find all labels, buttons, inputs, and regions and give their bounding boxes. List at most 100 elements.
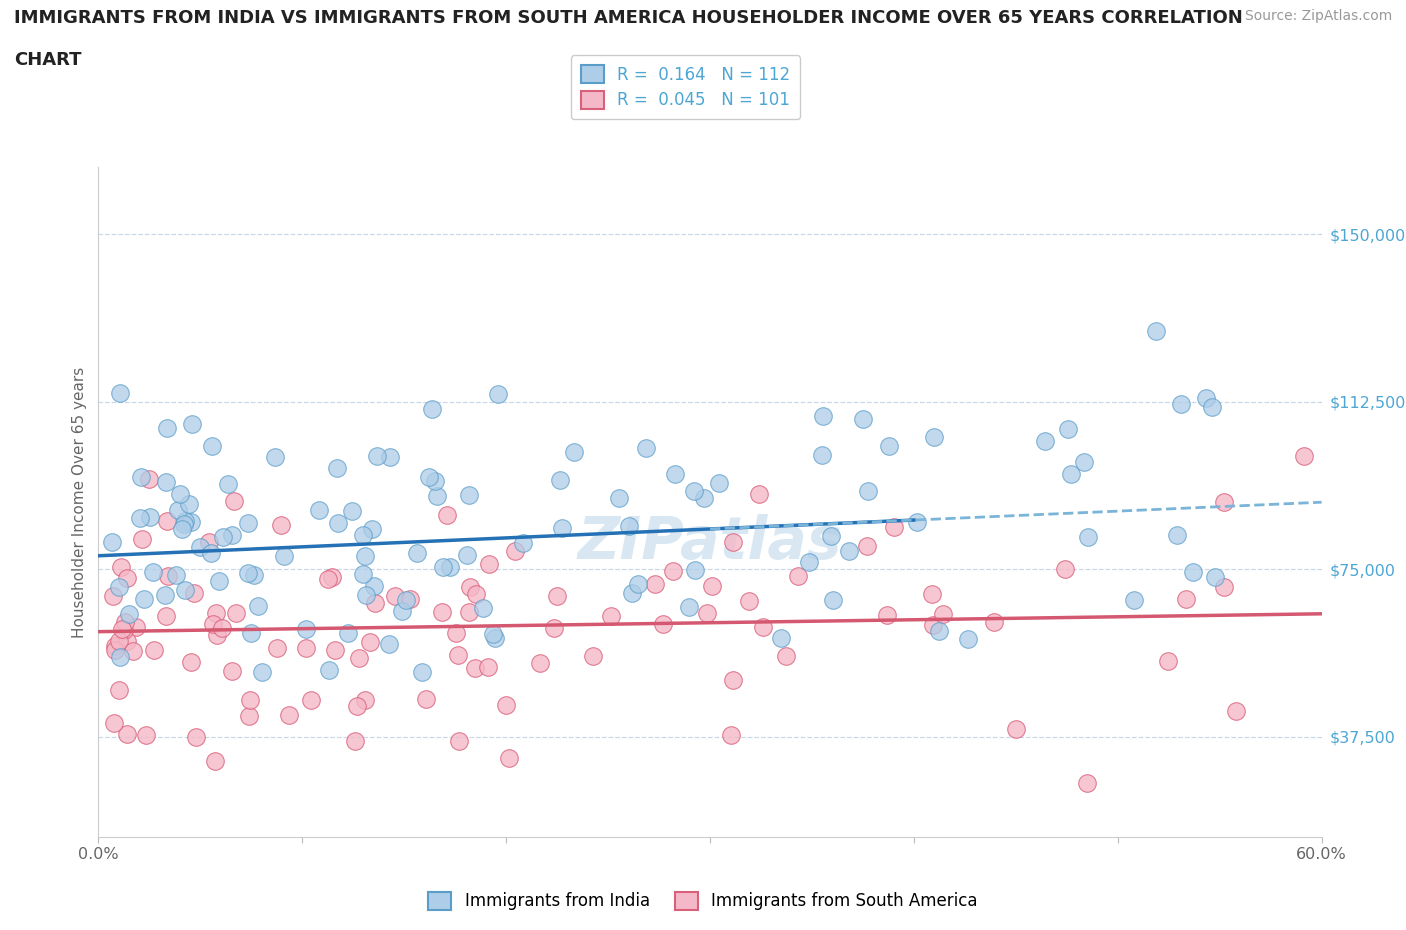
Point [110, 385, 132, 400]
Point [142, 565, 165, 579]
Point [415, 692, 437, 707]
Point [273, 549, 295, 564]
Point [481, 627, 503, 642]
Point [366, 448, 388, 463]
Point [134, 727, 156, 742]
Point [856, 484, 879, 498]
Point [495, 698, 517, 712]
Point [720, 727, 742, 742]
Point [295, 641, 318, 656]
Point [751, 620, 773, 635]
Point [562, 445, 585, 459]
Point [529, 656, 551, 671]
Point [1201, 400, 1223, 415]
Point [1033, 433, 1056, 448]
Point [546, 589, 568, 604]
Point [204, 754, 226, 769]
Point [169, 486, 191, 501]
Point [1212, 580, 1234, 595]
Text: ZIPatlas: ZIPatlas [578, 514, 842, 571]
Point [270, 517, 292, 532]
Point [354, 588, 377, 603]
Point [115, 634, 138, 649]
Point [464, 661, 486, 676]
Point [121, 644, 143, 658]
Point [391, 604, 413, 618]
Point [112, 623, 135, 638]
Point [458, 580, 481, 595]
Point [101, 534, 124, 549]
Point [651, 617, 673, 631]
Point [1144, 324, 1167, 339]
Point [405, 545, 427, 560]
Point [336, 626, 359, 641]
Point [617, 519, 640, 534]
Point [299, 693, 322, 708]
Point [1212, 495, 1234, 510]
Point [353, 549, 375, 564]
Point [346, 698, 368, 713]
Point [236, 516, 259, 531]
Point [180, 515, 202, 530]
Point [266, 641, 288, 656]
Point [644, 577, 666, 591]
Point [316, 572, 339, 587]
Point [190, 539, 212, 554]
Point [1123, 593, 1146, 608]
Point [212, 530, 235, 545]
Point [138, 510, 160, 525]
Point [221, 527, 243, 542]
Point [208, 573, 231, 588]
Point [420, 402, 443, 417]
Point [156, 420, 179, 435]
Point [294, 622, 316, 637]
Point [129, 470, 152, 485]
Point [472, 601, 495, 616]
Point [205, 605, 228, 620]
Point [856, 538, 879, 553]
Point [103, 716, 125, 731]
Point [138, 472, 160, 486]
Point [201, 438, 224, 453]
Point [956, 631, 979, 646]
Point [1204, 570, 1226, 585]
Point [349, 650, 371, 665]
Point [820, 529, 842, 544]
Point [110, 560, 132, 575]
Point [770, 631, 793, 645]
Point [114, 615, 136, 630]
Point [426, 488, 449, 503]
Point [418, 470, 440, 485]
Point [627, 576, 650, 591]
Point [108, 633, 131, 648]
Point [456, 548, 478, 563]
Point [352, 567, 374, 582]
Point [678, 600, 700, 615]
Point [1175, 591, 1198, 606]
Point [811, 448, 834, 463]
Point [363, 595, 385, 610]
Point [928, 623, 950, 638]
Point [662, 563, 685, 578]
Point [423, 474, 446, 489]
Point [340, 503, 363, 518]
Point [180, 655, 202, 670]
Point [217, 477, 239, 492]
Point [239, 693, 262, 708]
Point [361, 522, 384, 537]
Point [378, 637, 401, 652]
Point [607, 491, 630, 506]
Point [411, 664, 433, 679]
Point [201, 616, 224, 631]
Point [238, 709, 260, 724]
Point [321, 569, 343, 584]
Point [170, 522, 193, 537]
Point [115, 570, 138, 585]
Point [721, 535, 744, 550]
Point [243, 567, 266, 582]
Point [165, 567, 187, 582]
Point [200, 546, 222, 561]
Point [883, 519, 905, 534]
Point [155, 474, 177, 489]
Text: Source: ZipAtlas.com: Source: ZipAtlas.com [1244, 9, 1392, 23]
